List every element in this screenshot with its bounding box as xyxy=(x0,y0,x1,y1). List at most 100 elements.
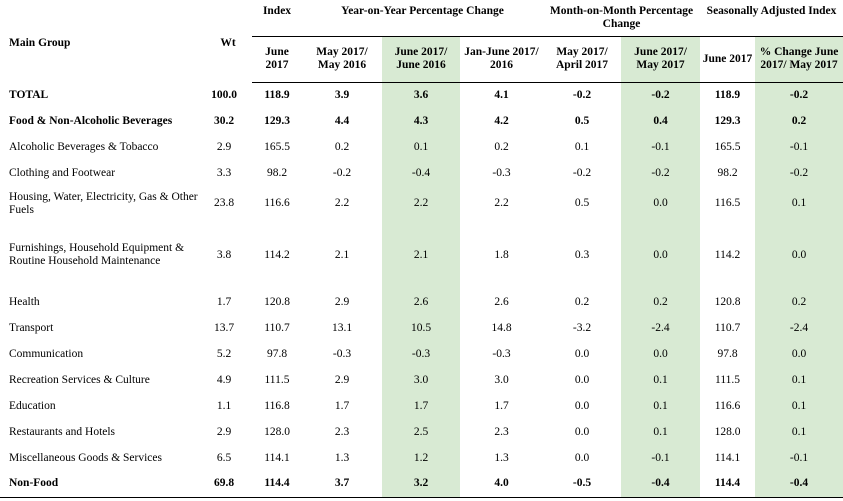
value-cell: 3.0 xyxy=(382,367,460,393)
value-cell: 114.1 xyxy=(264,451,290,464)
value-cell: -2.4 xyxy=(755,315,843,341)
table-row: Transport 13.7 110.7 13.1 10.5 14.8 -3.2 -2.4 11… xyxy=(0,315,843,341)
value-cell: 4.3 xyxy=(382,108,460,134)
value-cell: 0.0 xyxy=(574,347,590,360)
value-cell: 2.2 xyxy=(494,197,509,209)
value-cell: 129.3 xyxy=(264,114,290,127)
value-cell: 0.0 xyxy=(621,186,701,221)
value-cell: -0.1 xyxy=(755,445,843,471)
value-cell: 0.2 xyxy=(621,289,701,315)
table-row: Non-Food 69.8 114.4 3.7 3.2 4.0 -0.5 -0.4 114.4-… xyxy=(0,471,843,498)
value-cell: -0.2 xyxy=(755,160,843,186)
main-group-cell: Restaurants and Hotels xyxy=(9,425,116,438)
main-group-cell: Food & Non-Alcoholic Beverages xyxy=(9,114,173,127)
value-cell: 0.1 xyxy=(755,393,843,419)
value-cell: 116.6 xyxy=(714,399,741,412)
value-cell: 114.2 xyxy=(264,248,290,261)
value-cell: 2.3 xyxy=(494,425,509,438)
value-cell: 0.2 xyxy=(334,140,350,153)
value-cell: 10.5 xyxy=(382,315,460,341)
value-cell: -0.2 xyxy=(572,88,592,101)
sub-header: June 2017/ June 2016 xyxy=(382,35,460,83)
value-cell: 165.5 xyxy=(264,140,290,153)
value-cell: 97.8 xyxy=(717,347,738,360)
value-cell: -0.1 xyxy=(755,134,843,160)
sub-header: May 2017/ April 2017 xyxy=(543,35,622,83)
value-cell: 0.0 xyxy=(574,399,590,412)
value-cell: 128.0 xyxy=(714,425,741,438)
wt-cell: 1.7 xyxy=(216,295,232,308)
value-cell: 2.9 xyxy=(334,373,350,386)
value-cell: 2.6 xyxy=(494,295,509,308)
value-cell: 0.1 xyxy=(621,393,701,419)
value-cell: -0.1 xyxy=(621,445,701,471)
table-row: Clothing and Footwear 3.3 98.2 -0.2 -0.4 -0.3… xyxy=(0,160,843,186)
value-cell: -0.4 xyxy=(755,471,843,498)
value-cell: -0.4 xyxy=(621,471,701,498)
wt-cell: 4.9 xyxy=(216,373,232,386)
wt-cell: 100.0 xyxy=(211,88,237,101)
value-cell: 98.2 xyxy=(266,166,288,179)
value-cell: 1.3 xyxy=(494,451,509,464)
value-cell: -0.2 xyxy=(572,166,592,179)
value-cell: 0.0 xyxy=(574,451,590,464)
wt-cell: 1.1 xyxy=(216,399,232,412)
value-cell: -0.2 xyxy=(755,82,843,108)
value-cell: 14.8 xyxy=(491,321,512,334)
main-group-cell: Communication xyxy=(9,347,84,360)
value-cell: 120.8 xyxy=(714,295,741,308)
sub-header: May 2017/ May 2016 xyxy=(302,35,382,83)
table-row: Food & Non-Alcoholic Beverages 30.2 129.3 4… xyxy=(0,108,843,134)
table-row: Alcoholic Beverages & Tobacco 2.9 165.5 0.2… xyxy=(0,134,843,160)
value-cell: 2.1 xyxy=(334,248,350,261)
value-cell: 118.9 xyxy=(264,88,290,101)
main-group-cell: Recreation Services & Culture xyxy=(9,373,150,386)
yoy-header: Year-on-Year Percentage Change xyxy=(341,5,504,17)
value-cell: -0.3 xyxy=(492,166,511,179)
main-group-cell: Education xyxy=(9,399,56,412)
value-cell: 0.0 xyxy=(621,341,701,367)
value-cell: 1.8 xyxy=(494,248,509,261)
value-cell: -0.2 xyxy=(332,166,352,179)
value-cell: 120.8 xyxy=(264,295,290,308)
main-group-cell: Transport xyxy=(9,321,54,334)
value-cell: 0.1 xyxy=(755,367,843,393)
main-group-cell: Miscellaneous Goods & Services xyxy=(9,451,162,464)
wt-cell: 30.2 xyxy=(213,114,235,127)
value-cell: -0.2 xyxy=(621,160,701,186)
value-cell: -3.2 xyxy=(572,321,592,334)
value-cell: -0.5 xyxy=(543,471,622,498)
value-cell: 1.2 xyxy=(382,445,460,471)
value-cell: 4.0 xyxy=(460,471,544,498)
table-row: Miscellaneous Goods & Services 6.5 114.1 1.… xyxy=(0,445,843,471)
value-cell: 2.9 xyxy=(334,295,350,308)
table-row: Health 1.7 120.8 2.9 2.6 2.6 0.2 0.2 120.8 0.2 xyxy=(0,289,843,315)
value-cell: 0.1 xyxy=(755,186,843,221)
value-cell: 0.0 xyxy=(755,341,843,367)
value-cell: 114.2 xyxy=(714,248,741,261)
value-cell: 0.0 xyxy=(755,221,843,289)
value-cell: 2.1 xyxy=(382,221,460,289)
wt-cell: 2.9 xyxy=(216,140,232,153)
value-cell: 3.6 xyxy=(382,82,460,108)
value-cell: 111.5 xyxy=(264,373,290,386)
value-cell: 1.7 xyxy=(494,399,509,412)
header-row-1: Main Group Wt Index Year-on-Year Percent… xyxy=(0,0,843,49)
sub-header: June 2017/ May 2017 xyxy=(621,35,701,83)
value-cell: 110.7 xyxy=(714,321,741,334)
value-cell: 2.6 xyxy=(382,289,460,315)
value-cell: 1.7 xyxy=(382,393,460,419)
table-row: Furnishings, Household Equipment & Routi… xyxy=(0,221,843,289)
value-cell: 0.1 xyxy=(574,140,590,153)
sub-header: % Change June 2017/ May 2017 xyxy=(755,35,843,83)
value-cell: -0.3 xyxy=(492,347,511,360)
value-cell: 13.1 xyxy=(331,321,353,334)
wt-cell: 6.5 xyxy=(216,451,232,464)
value-cell: -0.3 xyxy=(332,347,352,360)
value-cell: 114.4 xyxy=(700,471,756,498)
value-cell: 0.5 xyxy=(574,114,590,127)
value-cell: 116.5 xyxy=(714,197,741,209)
main-group-cell: Health xyxy=(9,295,40,308)
value-cell: 165.5 xyxy=(714,140,741,153)
